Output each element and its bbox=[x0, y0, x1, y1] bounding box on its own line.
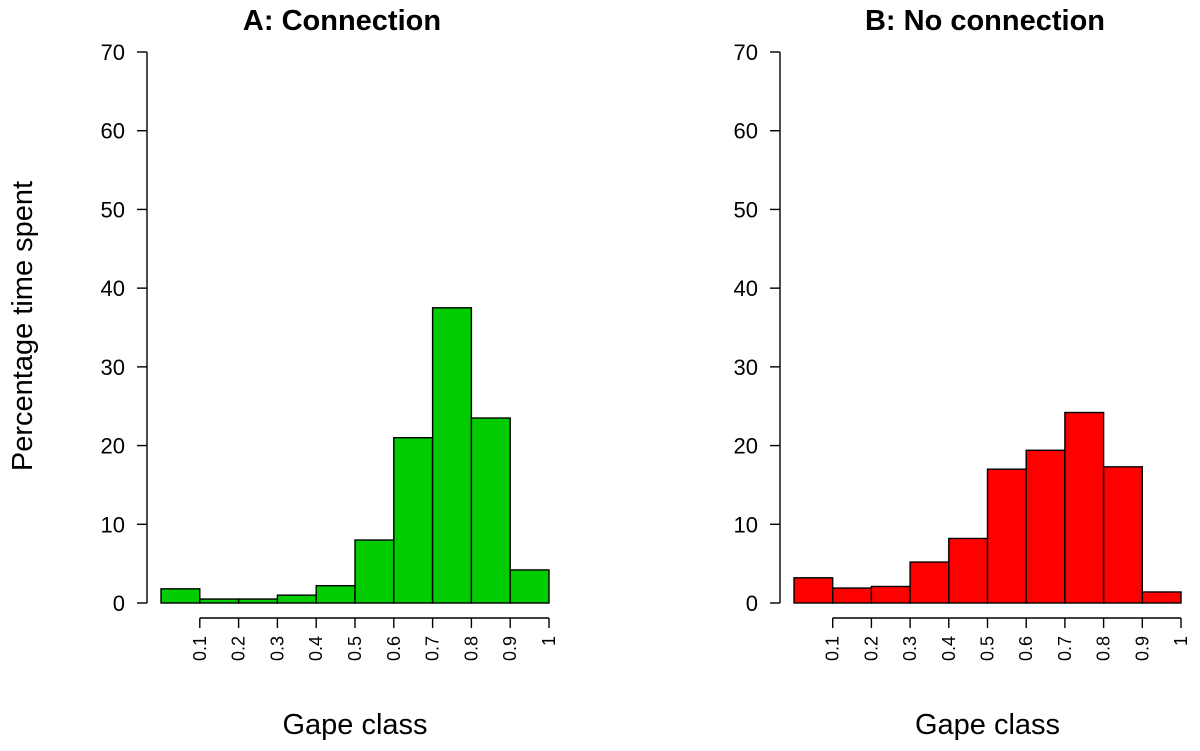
bar-a-0.5 bbox=[315, 584, 356, 604]
x-tick-label-b-0.5: 0.5 bbox=[978, 636, 998, 661]
bar-b-0.6 bbox=[986, 468, 1027, 604]
bar-b-1 bbox=[1141, 591, 1182, 604]
bar-b-0.4 bbox=[909, 561, 950, 604]
y-tick-label-b-0: 0 bbox=[746, 591, 758, 616]
y-tick-label-b-70: 70 bbox=[734, 40, 758, 65]
x-tick-label-b-0.3: 0.3 bbox=[900, 636, 920, 661]
y-tick-label-b-60: 60 bbox=[734, 119, 758, 144]
panel-a-connection: A: Connection 0 10 20 30 40 50 60 70 0.1 0.2 0.3 0.4… bbox=[101, 5, 559, 741]
y-tick-label-a-50: 50 bbox=[101, 197, 125, 222]
panel-b-title: B: No connection bbox=[865, 5, 1105, 37]
x-tick-label-b-0.6: 0.6 bbox=[1016, 636, 1036, 661]
x-tick-label-b-0.7: 0.7 bbox=[1055, 636, 1075, 661]
bar-a-0.4 bbox=[276, 594, 317, 604]
y-tick-label-b-40: 40 bbox=[734, 276, 758, 301]
x-tick-label-a-0.8: 0.8 bbox=[461, 636, 481, 661]
bar-b-0.3 bbox=[870, 585, 911, 604]
x-tick-label-a-0.6: 0.6 bbox=[384, 636, 404, 661]
x-tick-label-a-0.4: 0.4 bbox=[306, 636, 326, 661]
bar-a-0.1 bbox=[160, 588, 201, 604]
bar-a-0.6 bbox=[354, 539, 395, 604]
panel-b-no-connection: B: No connection 0 10 20 30 40 50 60 70 0.1 0.2 0.3… bbox=[734, 5, 1191, 741]
panel-a-title: A: Connection bbox=[243, 5, 441, 37]
bar-a-0.8 bbox=[431, 307, 473, 604]
x-tick-label-a-0.3: 0.3 bbox=[267, 636, 287, 661]
bar-a-0.2 bbox=[199, 598, 240, 604]
y-tick-label-a-0: 0 bbox=[113, 591, 125, 616]
x-axis-title-b: Gape class bbox=[915, 709, 1060, 741]
x-tick-label-a-0.9: 0.9 bbox=[500, 636, 520, 661]
y-tick-label-a-60: 60 bbox=[101, 119, 125, 144]
bar-a-0.9 bbox=[470, 417, 511, 604]
x-axis-title-a: Gape class bbox=[282, 709, 427, 741]
x-tick-label-a-0.7: 0.7 bbox=[423, 636, 443, 661]
x-tick-label-b-0.8: 0.8 bbox=[1094, 636, 1114, 661]
bar-a-1 bbox=[509, 569, 550, 604]
x-tick-label-a-0.2: 0.2 bbox=[229, 636, 249, 661]
y-tick-label-b-20: 20 bbox=[734, 434, 758, 459]
bar-b-0.9 bbox=[1102, 466, 1143, 604]
y-tick-label-a-30: 30 bbox=[101, 355, 125, 380]
bar-b-0.2 bbox=[832, 587, 873, 604]
y-tick-label-b-50: 50 bbox=[734, 197, 758, 222]
y-tick-label-a-10: 10 bbox=[101, 512, 125, 537]
x-tick-label-b-0.4: 0.4 bbox=[939, 636, 959, 661]
y-tick-label-a-40: 40 bbox=[101, 276, 125, 301]
x-tick-label-a-0.1: 0.1 bbox=[190, 636, 210, 661]
y-tick-label-b-30: 30 bbox=[734, 355, 758, 380]
bar-a-0.7 bbox=[393, 437, 434, 604]
bar-b-0.1 bbox=[793, 577, 834, 604]
bar-a-0.3 bbox=[237, 598, 279, 604]
y-tick-label-b-10: 10 bbox=[734, 512, 758, 537]
y-tick-label-a-20: 20 bbox=[101, 434, 125, 459]
x-tick-label-b-0.9: 0.9 bbox=[1132, 636, 1152, 661]
x-tick-label-b-1: 1 bbox=[1171, 636, 1191, 646]
y-axis-title: Percentage time spent bbox=[7, 181, 39, 471]
x-tick-label-b-0.2: 0.2 bbox=[861, 636, 881, 661]
bar-b-0.7 bbox=[1025, 449, 1066, 604]
y-tick-label-a-70: 70 bbox=[101, 40, 125, 65]
x-tick-label-b-0.1: 0.1 bbox=[823, 636, 843, 661]
x-tick-label-a-0.5: 0.5 bbox=[345, 636, 365, 661]
x-tick-label-a-1: 1 bbox=[539, 636, 559, 646]
bar-b-0.5 bbox=[948, 537, 989, 604]
bar-b-0.8 bbox=[1064, 411, 1105, 604]
